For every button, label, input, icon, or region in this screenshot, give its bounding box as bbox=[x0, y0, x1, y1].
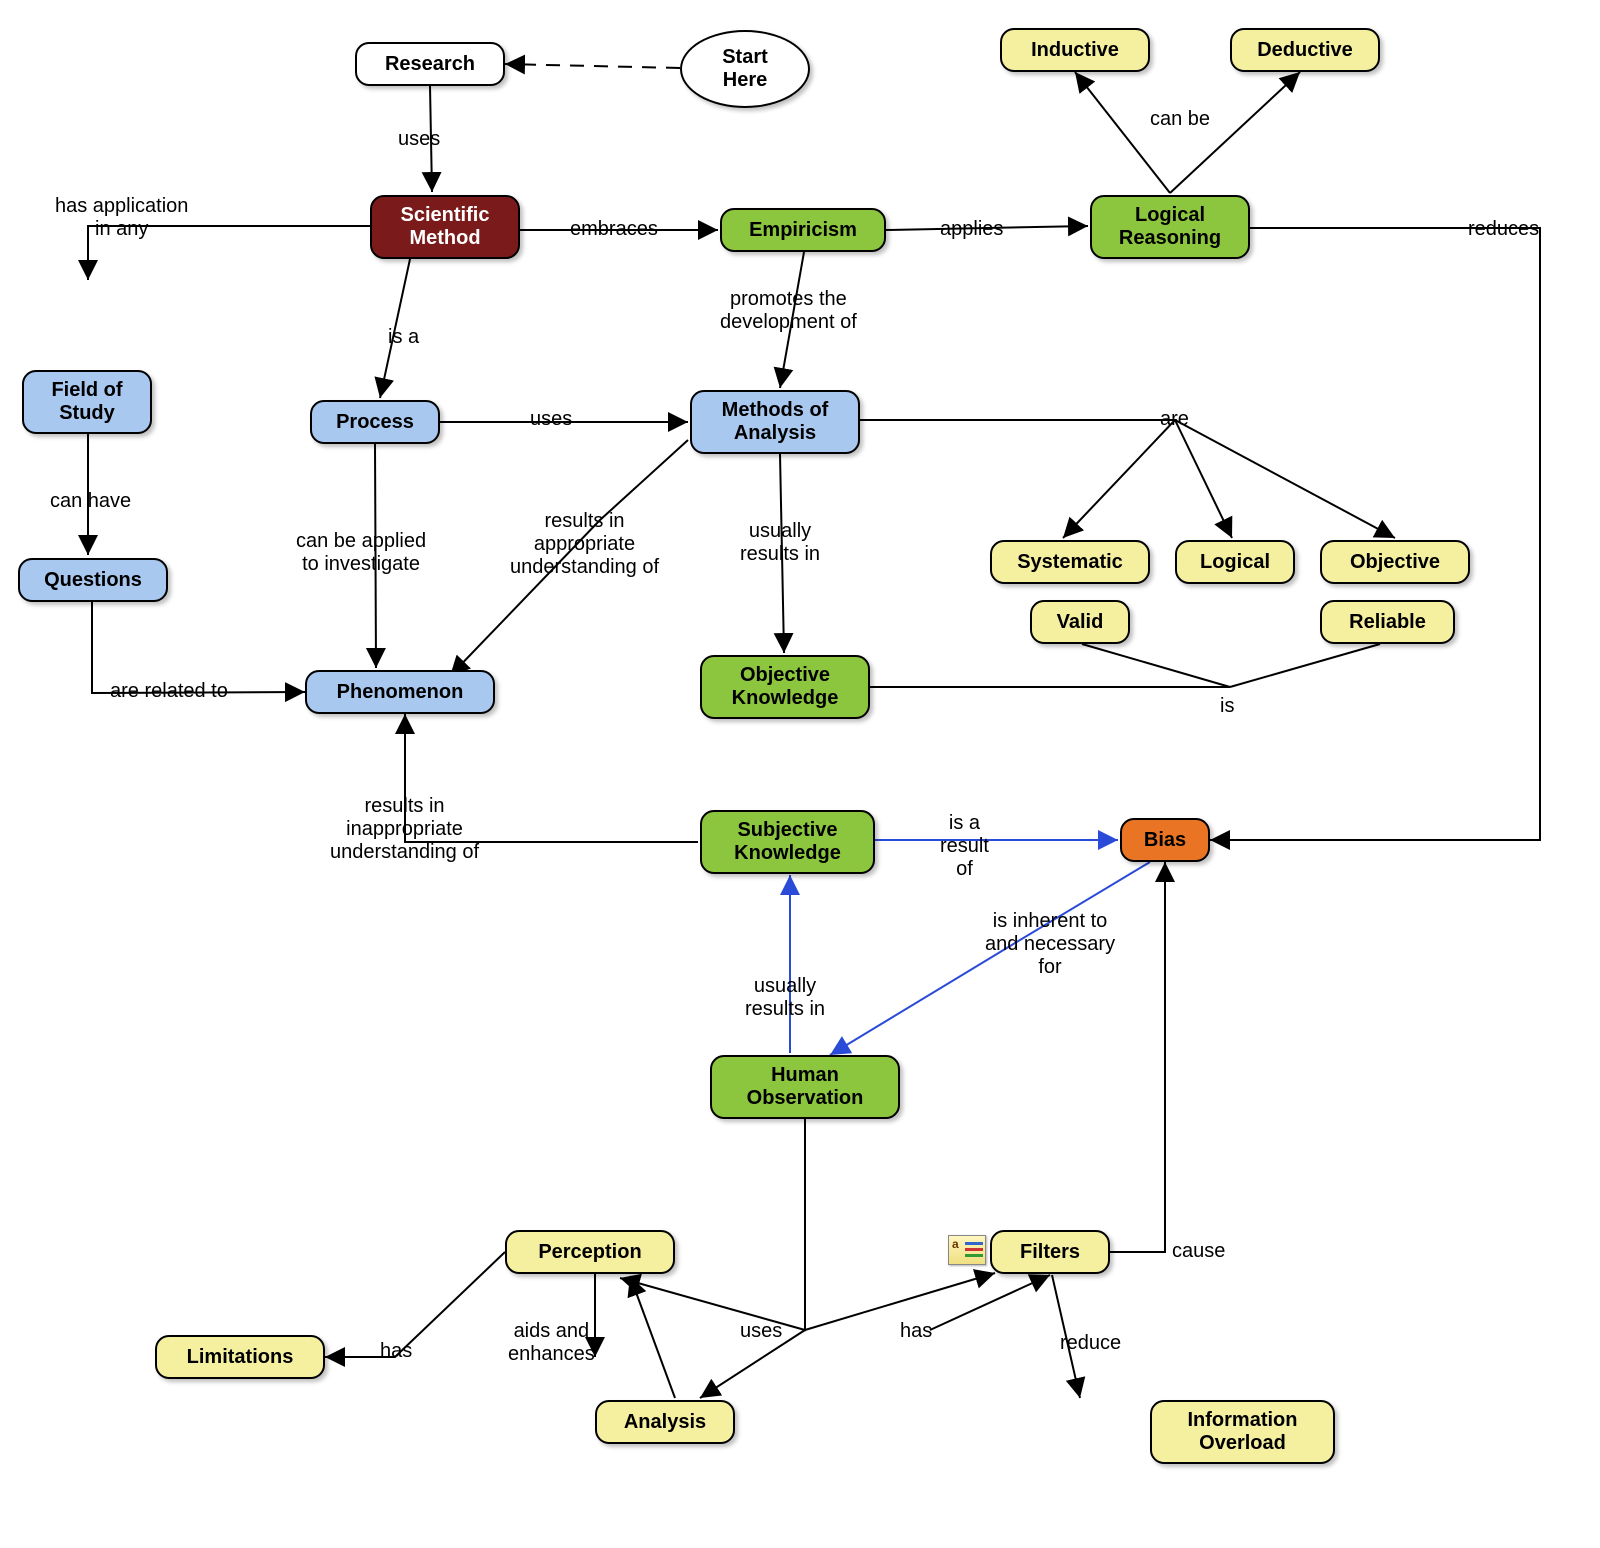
edge-19 bbox=[870, 644, 1230, 687]
node-process[interactable]: Process bbox=[310, 400, 440, 444]
edge-28 bbox=[930, 1275, 1050, 1330]
edge-27 bbox=[805, 1273, 995, 1330]
edge-9 bbox=[1210, 228, 1540, 840]
edge-11 bbox=[780, 252, 804, 388]
edge-label-6: applies bbox=[940, 218, 1003, 241]
node-empiricism[interactable]: Empiricism bbox=[720, 208, 886, 252]
edge-label-12: uses bbox=[530, 408, 572, 431]
edge-label-13: can be appliedto investigate bbox=[296, 530, 426, 576]
node-subjKnow[interactable]: SubjectiveKnowledge bbox=[700, 810, 875, 874]
node-questions[interactable]: Questions bbox=[18, 558, 168, 602]
edge-1 bbox=[430, 86, 432, 192]
note-icon[interactable] bbox=[948, 1235, 986, 1265]
edge-label-15: usuallyresults in bbox=[740, 520, 820, 566]
edge-label-5: embraces bbox=[570, 218, 658, 241]
edge-7 bbox=[1075, 72, 1170, 193]
edge-32 bbox=[1052, 1275, 1080, 1398]
edge-label-9: reduces bbox=[1468, 218, 1539, 241]
edge-label-4: are related to bbox=[110, 680, 228, 703]
edge-25 bbox=[620, 1119, 805, 1330]
node-logicalY[interactable]: Logical bbox=[1175, 540, 1295, 584]
node-limitations[interactable]: Limitations bbox=[155, 1335, 325, 1379]
edge-label-1: uses bbox=[398, 128, 440, 151]
edge-label-2: has applicationin any bbox=[55, 195, 188, 241]
node-start[interactable]: StartHere bbox=[680, 30, 810, 108]
edge-label-27: uses bbox=[740, 1320, 782, 1343]
edge-13 bbox=[375, 444, 376, 668]
node-bias[interactable]: Bias bbox=[1120, 818, 1210, 862]
edge-18 bbox=[1175, 420, 1395, 538]
edge-21 bbox=[405, 714, 698, 842]
node-research[interactable]: Research bbox=[355, 42, 505, 86]
node-perception[interactable]: Perception bbox=[505, 1230, 675, 1274]
node-inductive[interactable]: Inductive bbox=[1000, 28, 1150, 72]
node-infoOver[interactable]: InformationOverload bbox=[1150, 1400, 1335, 1464]
edge-label-24: usuallyresults in bbox=[745, 975, 825, 1021]
node-analysis[interactable]: Analysis bbox=[595, 1400, 735, 1444]
edge-14 bbox=[450, 440, 688, 676]
node-phenomenon[interactable]: Phenomenon bbox=[305, 670, 495, 714]
edge-26 bbox=[700, 1330, 805, 1398]
concept-map-canvas: StartHere Research ScientificMethod Empiric… bbox=[0, 0, 1600, 1548]
node-valid[interactable]: Valid bbox=[1030, 600, 1130, 644]
edge-23 bbox=[830, 862, 1150, 1055]
node-objKnow[interactable]: ObjectiveKnowledge bbox=[700, 655, 870, 719]
node-deductive[interactable]: Deductive bbox=[1230, 28, 1380, 72]
edge-label-31: aids andenhances bbox=[508, 1320, 595, 1366]
edge-label-3: can have bbox=[50, 490, 131, 513]
edge-20 bbox=[1230, 644, 1380, 687]
node-methods[interactable]: Methods ofAnalysis bbox=[690, 390, 860, 454]
edge-label-14: results inappropriateunderstanding of bbox=[510, 510, 659, 579]
edge-label-21: results ininappropriateunderstanding of bbox=[330, 795, 479, 864]
edge-8 bbox=[1170, 72, 1300, 193]
edge-label-33: cause bbox=[1172, 1240, 1225, 1263]
edge-label-10: is a bbox=[388, 326, 419, 349]
node-sciMethod[interactable]: ScientificMethod bbox=[370, 195, 520, 259]
edge-label-18: are bbox=[1160, 408, 1189, 431]
edge-33 bbox=[1110, 862, 1165, 1252]
node-logical[interactable]: LogicalReasoning bbox=[1090, 195, 1250, 259]
node-reliable[interactable]: Reliable bbox=[1320, 600, 1455, 644]
edge-label-32: reduce bbox=[1060, 1332, 1121, 1355]
edge-label-8: can be bbox=[1150, 108, 1210, 131]
edge-label-23: is inherent toand necessaryfor bbox=[985, 910, 1115, 979]
edge-label-29: has bbox=[380, 1340, 412, 1363]
edge-label-28: has bbox=[900, 1320, 932, 1343]
edge-17 bbox=[1175, 420, 1232, 538]
node-field[interactable]: Field ofStudy bbox=[22, 370, 152, 434]
edge-29 bbox=[325, 1252, 505, 1357]
edge-10 bbox=[380, 259, 410, 398]
node-filters[interactable]: Filters bbox=[990, 1230, 1110, 1274]
node-objectiveY[interactable]: Objective bbox=[1320, 540, 1470, 584]
node-humanObs[interactable]: HumanObservation bbox=[710, 1055, 900, 1119]
edge-label-22: is aresultof bbox=[940, 812, 989, 881]
edge-16 bbox=[860, 420, 1175, 538]
edge-label-20: is bbox=[1220, 695, 1234, 718]
node-systematic[interactable]: Systematic bbox=[990, 540, 1150, 584]
edge-6 bbox=[886, 226, 1088, 230]
edge-15 bbox=[780, 454, 784, 653]
edge-31 bbox=[630, 1276, 675, 1398]
edge-2 bbox=[88, 226, 370, 280]
edge-4 bbox=[92, 602, 305, 693]
edge-label-11: promotes thedevelopment of bbox=[720, 288, 857, 334]
edge-0 bbox=[505, 64, 680, 68]
